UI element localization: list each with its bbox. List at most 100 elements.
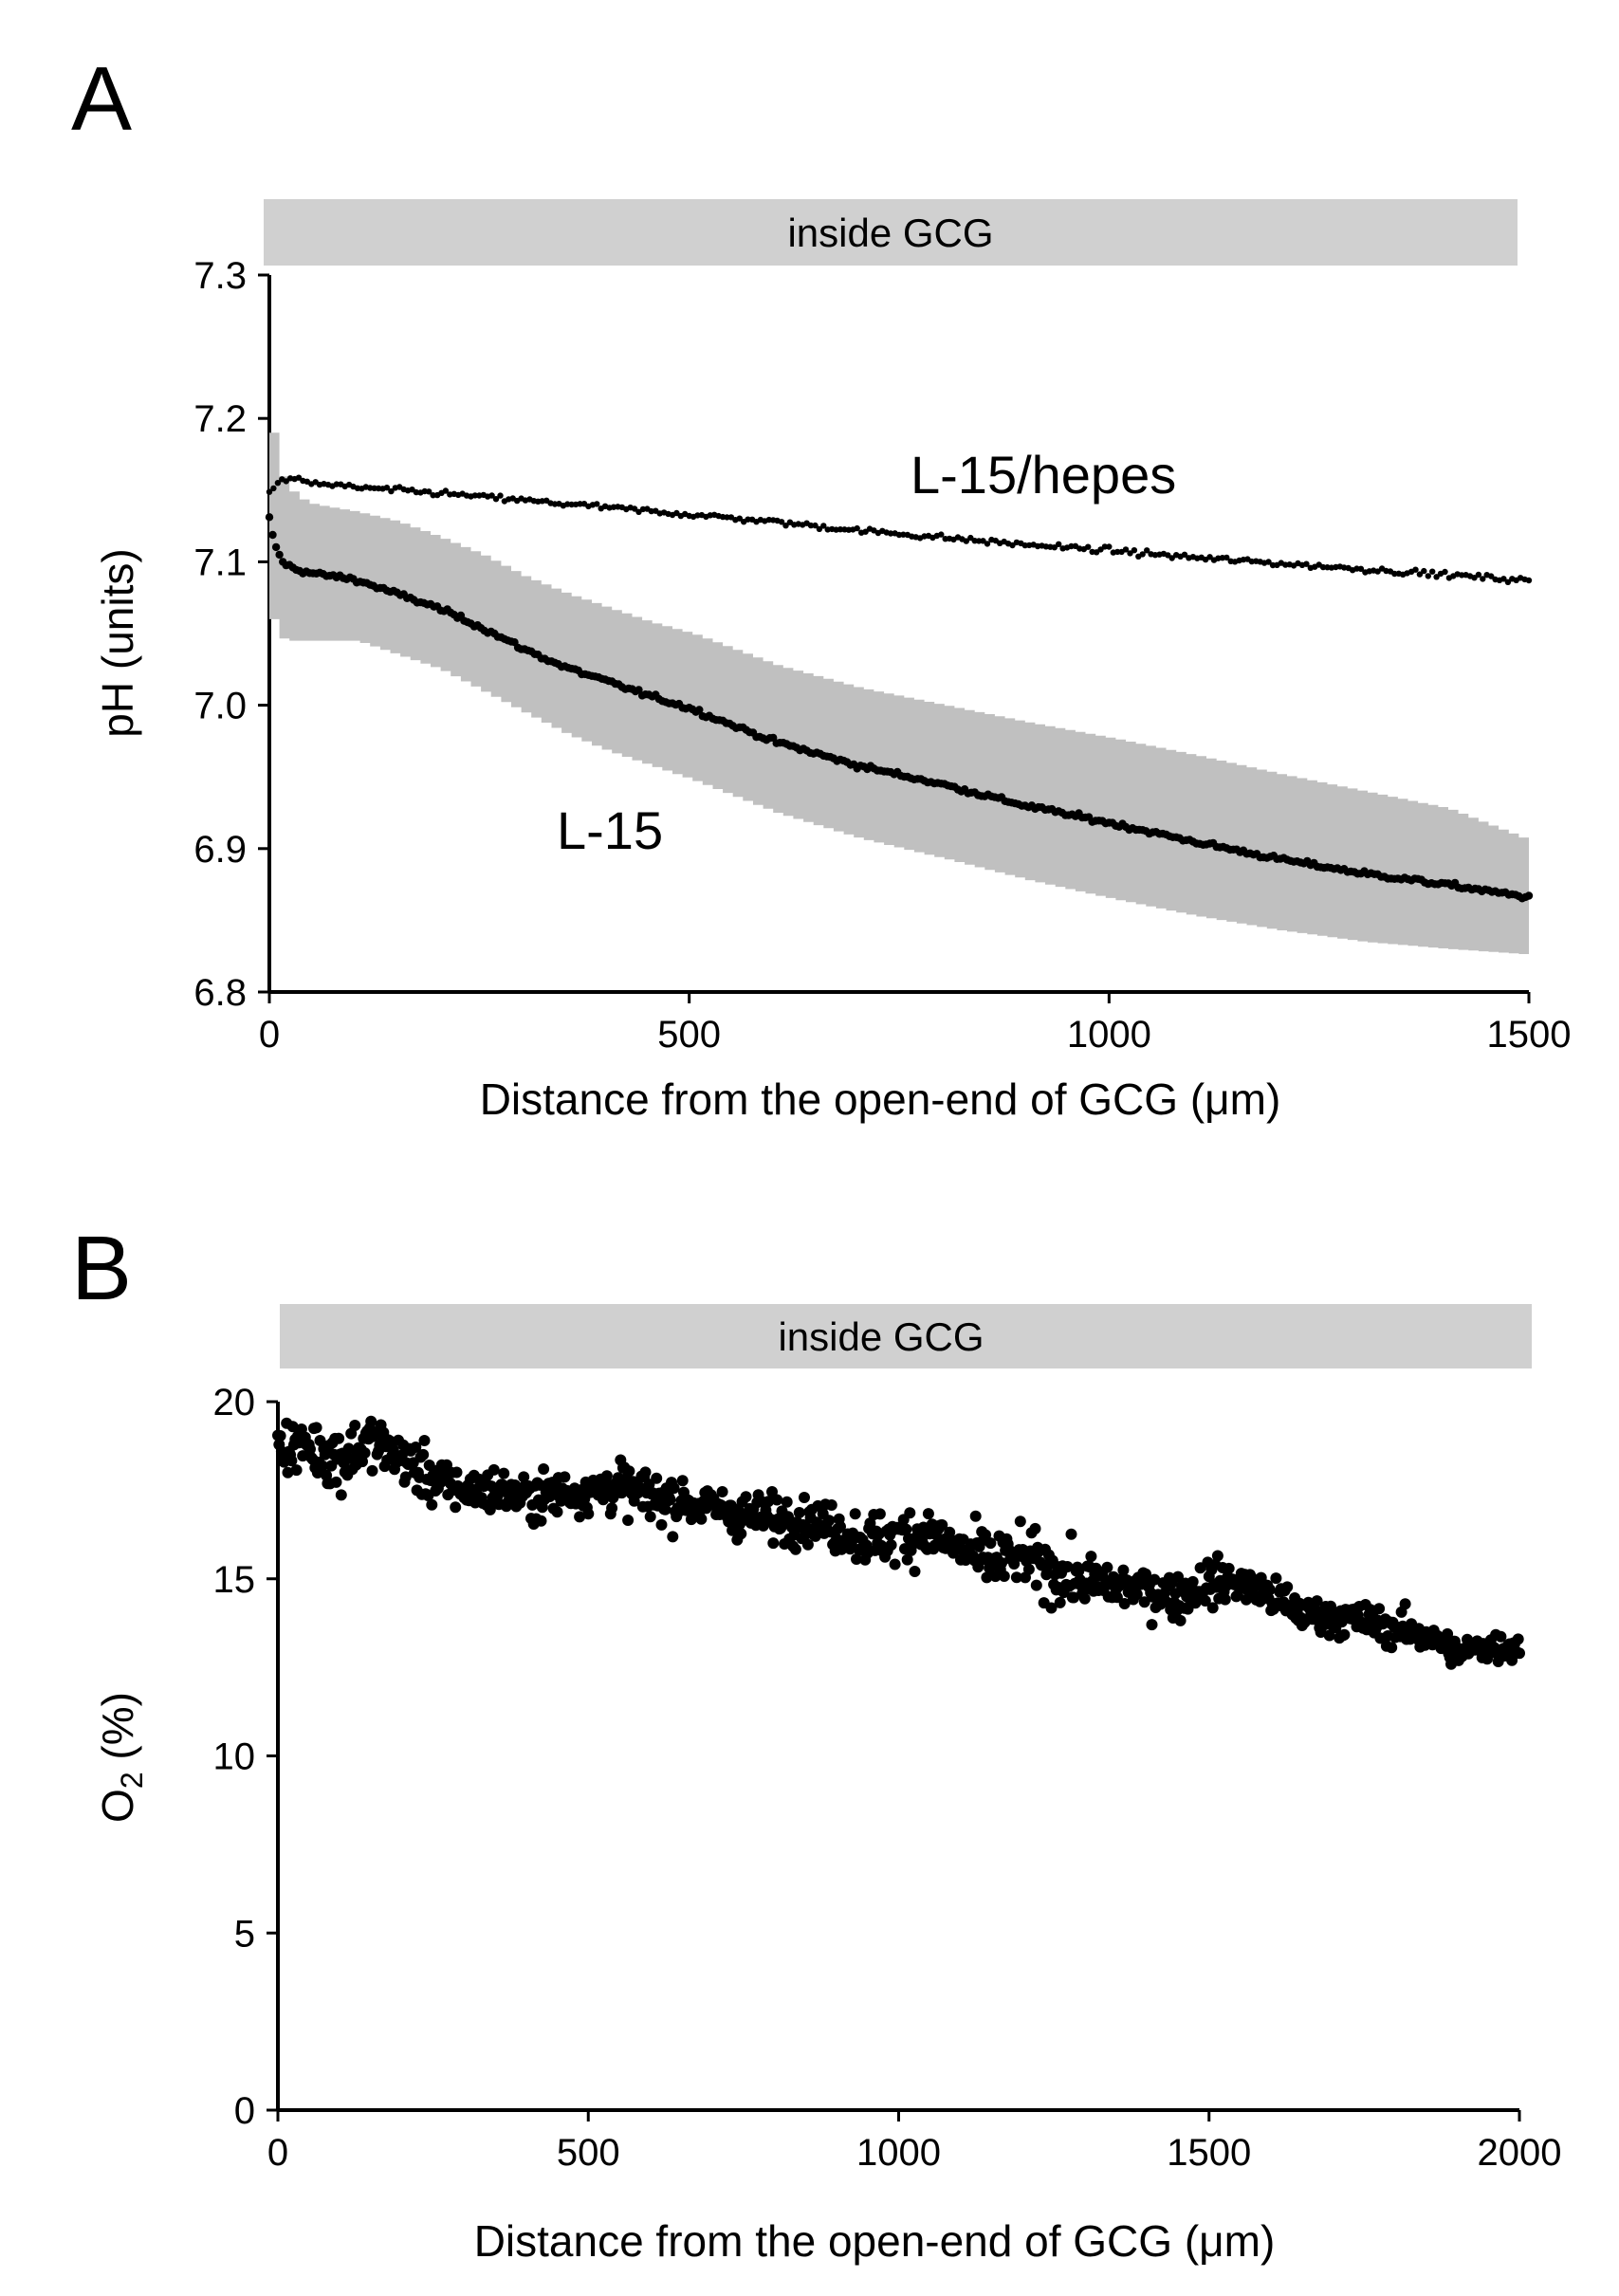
panel-b-y-tick-label: 0 [234,2090,255,2132]
panel-b-o2-point [1311,1595,1323,1607]
panel-b-o2-point [716,1486,728,1497]
panel-b-o2-point [667,1531,679,1543]
panel-a-hepes-point [1421,567,1427,575]
panel-a-hepes-point [1144,547,1150,554]
panel-b-o2-point [317,1460,329,1472]
panel-a-l15-point [695,706,704,714]
panel-b-y-tick-label: 10 [213,1736,256,1778]
panel-b-o2-point [1187,1575,1199,1588]
panel-b-o2-point [426,1498,438,1511]
panel-a-y-tick-label: 6.8 [193,972,247,1014]
panel-a-hepes-point [1475,571,1482,579]
panel-b-o2-point [1118,1598,1131,1609]
panel-b-o2-point [1512,1633,1524,1645]
panel-b-o2-point [851,1553,862,1565]
panel-a-hepes-point [1265,559,1272,565]
panel-b-o2-point [551,1506,563,1518]
panel-b-o2-point [801,1538,814,1551]
panel-b-o2-point [909,1566,921,1577]
panel-b-ylabel-unit: (%) [93,1692,142,1772]
panel-b-o2-point [612,1472,624,1484]
panel-b-o2-point [1054,1596,1066,1608]
panel-b-o2-point [1281,1581,1294,1593]
panel-b-o2-point [799,1492,810,1503]
panel-b-o2-point [1323,1629,1335,1642]
panel-b-o2-point [695,1513,708,1525]
panel-b-o2-point [335,1489,347,1501]
panel-b-o2-point [286,1421,299,1433]
panel-a-hepes-point [1085,543,1092,550]
panel-b-o2-point [639,1466,652,1479]
panel-a-l15-point [275,550,284,560]
panel-a-hepes-point [1488,573,1495,579]
panel-b-o2-point [559,1471,571,1483]
panel-a-hepes-point [430,492,436,499]
panel-b-o2-point [1399,1598,1411,1610]
panel-a-hepes-point [778,519,785,525]
panel-a-band: inside GCG [264,199,1518,266]
panel-b-o2-point [484,1503,496,1515]
panel-a-hepes-point [333,481,340,487]
panel-b-o2-point [410,1442,422,1453]
panel-b-o2-point [1101,1561,1113,1573]
panel-b-o2-point [735,1528,747,1540]
panel-a-x-tick-label: 500 [657,1014,721,1056]
panel-b-o2-point [1065,1528,1077,1540]
panel-a-hepes-point [736,515,743,522]
panel-b-o2-point [969,1510,982,1522]
panel-b-o2-point [1061,1561,1074,1572]
panel-b-o2-point [535,1515,547,1527]
panel-b-o2-point [606,1502,618,1515]
panel-b-o2-point [518,1471,530,1483]
panel-b-o2-point [659,1503,672,1515]
panel-b-o2-point [732,1504,745,1516]
panel-a-hepes-point [1114,548,1121,556]
panel-b-x-tick-label: 0 [267,2132,288,2174]
panel-b-o2-point [1140,1568,1151,1580]
panel-b-o2-point [767,1537,780,1550]
panel-b-o2-point [304,1443,316,1455]
panel-b-o2-point [1131,1589,1143,1601]
panel-b-y-tick-label: 5 [234,1913,255,1955]
panel-b-o2-point [651,1472,663,1484]
panel-a-hepes-point [274,480,282,487]
panel-a-hepes-point [1139,551,1146,558]
panel-b-o2-point [342,1442,355,1455]
panel-b-o2-point [498,1467,510,1479]
panel-b-series-o2 [272,1415,1525,1670]
panel-a-hepes-point [1181,551,1188,558]
panel-b-o2-point [922,1508,934,1520]
panel-a-hepes-point [938,531,945,538]
panel-b-o2-point [319,1448,331,1460]
panel-b-o2-point [451,1466,463,1479]
panel-b-o2-point [825,1499,837,1511]
panel-b-o2-point [582,1508,595,1520]
panel-b-o2-point [387,1444,399,1456]
panel-a-hepes-point [1471,575,1478,581]
panel-a-l15-point [265,513,274,522]
panel-b-o2-point [1073,1565,1085,1577]
panel-b-o2-point [1111,1591,1123,1604]
panel-b-o2-point [1495,1630,1507,1643]
panel-a-hepes-point [1480,576,1486,582]
panel-b-o2-point [793,1507,805,1518]
panel-a-ylabel: pH (units) [93,548,142,737]
panel-b-o2-point [330,1476,342,1488]
panel-a-hepes-point [1412,566,1419,573]
panel-a-hepes-point [1525,577,1533,584]
panel-b-o2-point [981,1571,993,1584]
panel-b-o2-point [1338,1628,1351,1641]
panel-b-o2-point [835,1520,846,1533]
panel-a-hepes-point [1416,571,1424,578]
panel-a-hepes-point [963,538,969,544]
panel-a-hepes-point [383,485,391,491]
panel-b-o2-point [399,1471,412,1483]
panel-b-o2-point [809,1530,821,1542]
panel-b-o2-point [849,1508,861,1520]
panel-b-o2-point [1010,1571,1022,1584]
panel-a-x-tick-label: 1500 [1487,1014,1572,1056]
panel-a-hepes-point [594,501,600,507]
panel-b-o2-point [1211,1550,1223,1562]
panel-b-o2-point [333,1432,345,1444]
panel-b-o2-point [1029,1522,1041,1534]
